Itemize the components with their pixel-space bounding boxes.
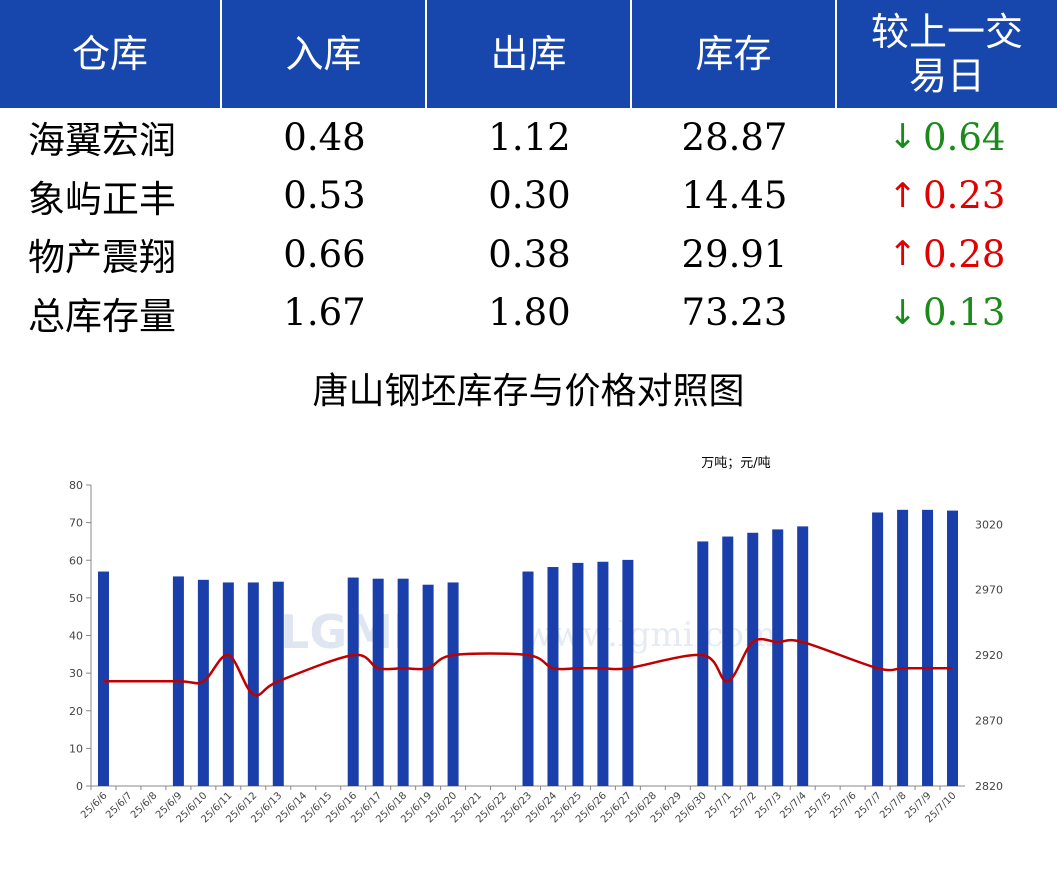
bar — [772, 529, 784, 786]
change-value: ↑ 0.28 — [837, 233, 1057, 276]
bar — [397, 578, 409, 786]
bar — [272, 581, 284, 786]
bar — [922, 509, 934, 786]
y-right-tick-label: 2870 — [975, 715, 1003, 728]
warehouse-name: 总库存量 — [28, 294, 176, 338]
inbound-value: 0.48 — [283, 115, 366, 159]
arrow-down-icon: ↓ — [888, 292, 918, 333]
y-right-tick-label: 2970 — [975, 584, 1003, 597]
watermark-url: www.lgmi.com — [524, 615, 776, 655]
x-tick-label: 25/7/6 — [828, 790, 859, 821]
stock-value: 14.45 — [681, 174, 788, 218]
bar — [572, 562, 584, 786]
outbound-value: 0.38 — [488, 232, 571, 276]
outbound-value: 1.80 — [488, 291, 571, 335]
y-left-tick-label: 40 — [69, 630, 83, 643]
bar — [597, 561, 609, 786]
x-tick-label: 25/7/2 — [728, 790, 759, 821]
x-tick-label: 25/7/5 — [803, 790, 834, 821]
y-right-tick-label: 3020 — [975, 518, 1003, 531]
header-warehouse: 仓库 — [0, 0, 222, 108]
bar — [697, 541, 709, 786]
bar — [97, 571, 109, 786]
bar — [447, 582, 459, 786]
inventory-table: 仓库 入库 出库 库存 较上一交易日 海翼宏润 0.48 1.12 28.87 … — [0, 0, 1057, 342]
bar — [947, 510, 959, 786]
unit-label: 万吨；元/吨 — [701, 456, 770, 471]
inbound-value: 0.66 — [283, 232, 366, 276]
change-number: 0.13 — [923, 291, 1006, 335]
inventory-price-chart: LGMI www.lgmi.com 0 10 20 30 40 50 60 70 80 2820 287… — [69, 456, 1003, 825]
watermark-logo: LGMI — [280, 605, 410, 659]
y-left-tick-label: 10 — [69, 742, 83, 755]
bar — [897, 509, 909, 786]
outbound-value: 1.12 — [488, 115, 571, 159]
x-tick-label: 25/7/8 — [878, 790, 909, 821]
warehouse-name: 海翼宏润 — [28, 119, 176, 163]
y-right-tick-label: 2920 — [975, 649, 1003, 662]
bar — [722, 536, 734, 786]
y-left-tick-label: 80 — [69, 479, 83, 492]
bar — [872, 512, 884, 786]
bar — [522, 571, 534, 786]
change-number: 0.23 — [923, 174, 1006, 218]
bar — [747, 532, 759, 786]
inbound-value: 1.67 — [283, 291, 366, 335]
x-tick-label: 25/7/4 — [778, 790, 809, 821]
table-row: 海翼宏润 0.48 1.12 28.87 ↓ 0.64 — [0, 108, 1057, 167]
header-change: 较上一交易日 — [837, 0, 1057, 108]
table-header: 仓库 入库 出库 库存 较上一交易日 — [0, 0, 1057, 108]
change-value: ↑ 0.23 — [837, 174, 1057, 217]
inbound-value: 0.53 — [283, 174, 366, 218]
bar — [622, 559, 634, 786]
arrow-down-icon: ↓ — [888, 117, 918, 158]
x-tick-label: 25/7/1 — [703, 790, 734, 821]
change-value: ↓ 0.13 — [837, 291, 1057, 334]
change-number: 0.28 — [923, 232, 1006, 276]
bar — [797, 526, 809, 786]
y-right-tick-label: 2820 — [975, 780, 1003, 793]
warehouse-name: 物产震翔 — [28, 236, 176, 280]
chart-title: 唐山钢坯库存与价格对照图 — [312, 371, 745, 412]
bar — [422, 584, 434, 786]
y-left-tick-label: 50 — [69, 592, 83, 605]
table-row: 总库存量 1.67 1.80 73.23 ↓ 0.13 — [0, 284, 1057, 343]
y-left-tick-label: 70 — [69, 517, 83, 530]
stock-value: 29.91 — [681, 232, 788, 276]
x-tick-label: 25/6/6 — [79, 790, 110, 821]
header-outbound: 出库 — [427, 0, 632, 108]
change-value: ↓ 0.64 — [837, 116, 1057, 159]
price-line — [103, 637, 953, 697]
change-number: 0.64 — [923, 115, 1006, 159]
y-left-tick-label: 30 — [69, 667, 83, 680]
y-left-tick-label: 20 — [69, 705, 83, 718]
warehouse-name: 象屿正丰 — [28, 177, 176, 221]
x-tick-label: 25/7/7 — [853, 790, 884, 821]
x-tick-label: 25/6/8 — [129, 790, 160, 821]
stock-value: 73.23 — [681, 291, 788, 335]
bar — [197, 579, 209, 786]
arrow-up-icon: ↑ — [888, 234, 918, 275]
header-stock: 库存 — [632, 0, 837, 108]
bar — [372, 578, 384, 786]
outbound-value: 0.30 — [488, 174, 571, 218]
x-tick-label: 25/6/7 — [104, 790, 135, 821]
y-left-tick-label: 60 — [69, 554, 83, 567]
bar — [347, 577, 359, 786]
table-row: 象屿正丰 0.53 0.30 14.45 ↑ 0.23 — [0, 167, 1057, 226]
table-row: 物产震翔 0.66 0.38 29.91 ↑ 0.28 — [0, 225, 1057, 284]
header-inbound: 入库 — [222, 0, 427, 108]
x-tick-label: 25/7/3 — [753, 790, 784, 821]
bar — [547, 567, 559, 786]
bar — [247, 582, 259, 786]
arrow-up-icon: ↑ — [888, 175, 918, 216]
bar — [222, 582, 234, 786]
y-left-tick-label: 0 — [76, 780, 83, 793]
stock-value: 28.87 — [681, 115, 788, 159]
